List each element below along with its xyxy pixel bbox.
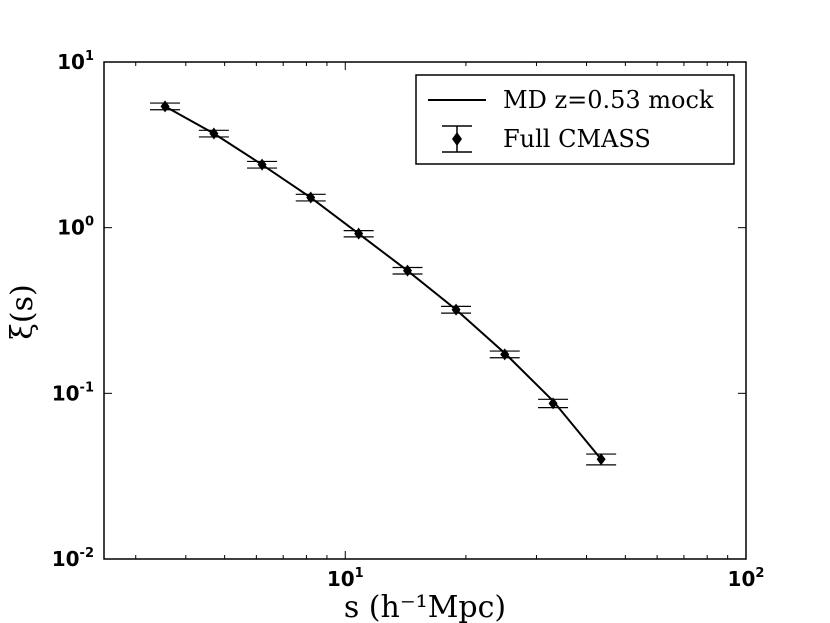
ticks-layer: 101 102 10-2 10-1 100 101	[52, 49, 765, 591]
data-point	[150, 100, 181, 113]
mock-line	[164, 105, 602, 460]
data-marker	[306, 191, 316, 204]
y-tick-label: 100	[57, 215, 94, 240]
data-point	[295, 191, 326, 204]
x-axis-label: s (h⁻¹Mpc)	[344, 590, 506, 623]
data-point	[198, 127, 229, 140]
data-point	[489, 348, 520, 361]
data-marker	[451, 303, 461, 316]
legend-errorbar-swatch	[442, 125, 472, 153]
data-point	[343, 227, 374, 240]
y-tick-label: 10-2	[52, 546, 94, 571]
legend-label-mock: MD z=0.53 mock	[503, 86, 714, 114]
data-point	[586, 453, 617, 466]
x-tick-label: 101	[327, 566, 364, 591]
y-axis-label: ξ(s)	[5, 284, 40, 339]
data-point	[441, 303, 472, 316]
legend-box	[415, 74, 735, 165]
legend-label-cmass: Full CMASS	[503, 125, 651, 153]
y-tick-label: 10-1	[52, 380, 94, 405]
plot-frame	[103, 61, 747, 560]
data-marker	[354, 227, 364, 240]
data-point	[538, 397, 569, 410]
legend: MD z=0.53 mock Full CMASS	[415, 74, 735, 165]
data-marker	[596, 453, 606, 466]
data-marker	[209, 127, 219, 140]
data-marker	[500, 348, 510, 361]
data-point	[392, 264, 423, 277]
x-tick-label: 102	[728, 566, 765, 591]
data-point	[247, 158, 278, 171]
data-marker	[160, 100, 170, 113]
series-layer	[150, 100, 617, 466]
data-marker	[548, 397, 558, 410]
data-marker	[257, 158, 267, 171]
data-marker	[403, 264, 413, 277]
y-tick-label: 101	[57, 49, 94, 74]
